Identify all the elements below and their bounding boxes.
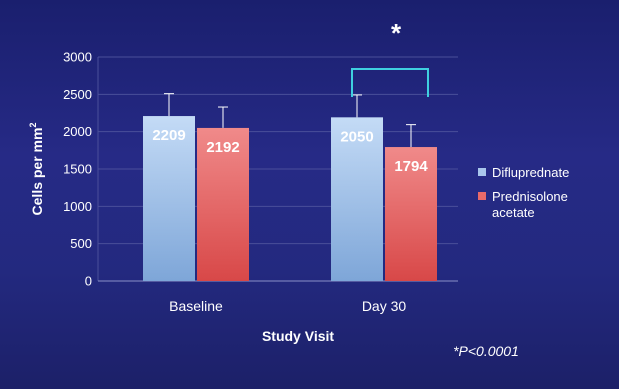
significance-asterisk: *	[391, 18, 402, 48]
y-tick-label: 2500	[63, 87, 92, 102]
y-tick-label: 1000	[63, 199, 92, 214]
legend-label: Prednisolone	[492, 189, 568, 204]
y-axis-title: Cells per mm2	[28, 123, 45, 216]
footnote: *P<0.0001	[453, 343, 519, 359]
bar-difluprednate	[143, 116, 195, 281]
data-label: 2050	[340, 128, 373, 145]
label-layer: 2209 2192 2050 1794	[152, 127, 428, 175]
y-tick-label: 0	[85, 274, 92, 289]
y-tick-label: 3000	[63, 50, 92, 65]
x-axis-title: Study Visit	[262, 328, 334, 344]
legend-label: acetate	[492, 205, 535, 220]
y-tick-label: 2000	[63, 124, 92, 139]
significance-bracket	[351, 68, 429, 97]
legend-swatch	[478, 168, 486, 176]
data-label: 2192	[206, 139, 239, 156]
bar-prednisolone-acetate	[385, 147, 437, 281]
legend-label: Difluprednate	[492, 165, 569, 180]
data-label: 2209	[152, 127, 185, 144]
bar-layer	[143, 93, 437, 282]
legend-swatch	[478, 192, 486, 200]
y-tick-label: 500	[70, 236, 92, 251]
x-tick-label: Baseline	[169, 298, 223, 314]
x-tick-label: Day 30	[362, 298, 407, 314]
data-label: 1794	[394, 158, 428, 175]
annotation-layer: * *P<0.0001	[351, 18, 519, 359]
y-tick-label: 1500	[63, 162, 92, 177]
bar-prednisolone-acetate	[197, 127, 249, 281]
axis-layer: 0 500 1000 1500 2000 2500 3000 Cells per mm2 Bas…	[28, 50, 458, 344]
bar-difluprednate	[331, 117, 383, 282]
